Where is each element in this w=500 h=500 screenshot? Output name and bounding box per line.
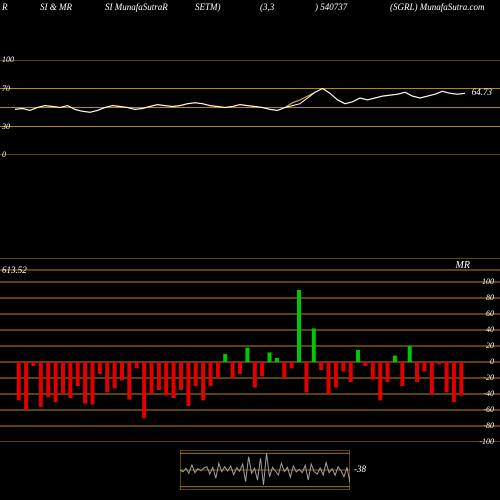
bar: [76, 362, 80, 386]
mr-label: MR: [456, 260, 470, 271]
bar: [334, 362, 338, 388]
bar-tick: 60: [486, 309, 494, 318]
bar: [216, 362, 220, 378]
top-chart-svg: [0, 60, 500, 155]
bar: [238, 362, 242, 374]
bar: [408, 346, 412, 362]
bar: [24, 362, 28, 410]
bar: [304, 362, 308, 392]
top-panel: 03070100 64.73: [0, 60, 500, 155]
small-panel: -38: [180, 450, 350, 490]
bar: [150, 362, 154, 394]
bar: [98, 362, 102, 374]
bar: [356, 350, 360, 362]
top-tick: 100: [2, 55, 14, 64]
bar: [231, 362, 235, 378]
bar: [105, 362, 109, 392]
bar-tick: -60: [483, 405, 494, 414]
bar: [201, 362, 205, 400]
bar: [17, 362, 21, 400]
bar: [113, 362, 117, 388]
bar: [445, 362, 449, 392]
bar: [172, 362, 176, 398]
bar: [297, 290, 301, 362]
bar-chart-svg: [0, 282, 500, 442]
bar: [46, 362, 50, 397]
bar: [268, 352, 272, 362]
bar: [452, 362, 456, 402]
bar: [422, 362, 426, 372]
bar: [209, 362, 213, 386]
bar: [135, 362, 139, 368]
top-tick: 0: [2, 150, 6, 159]
small-value-label: -38: [354, 464, 366, 474]
header-item: (SGRL) MunafaSutra.com: [390, 2, 485, 12]
header-item: SI MunafaSutraR: [105, 2, 168, 12]
header-item: ) 540737: [315, 2, 347, 12]
bar: [91, 362, 95, 404]
bar: [312, 328, 316, 362]
bar: [459, 362, 463, 396]
bar: [430, 362, 434, 394]
bar: [400, 362, 404, 386]
bar: [275, 358, 279, 362]
chart-root: R SI & MR SI MunafaSutraR SETM) (3,3 ) 540737…: [0, 0, 500, 500]
bar-tick: 80: [486, 293, 494, 302]
bar-tick: 20: [486, 341, 494, 350]
bar: [290, 362, 294, 368]
bar: [363, 362, 367, 366]
bar-tick: -80: [483, 421, 494, 430]
bar: [260, 362, 264, 376]
bar: [68, 362, 72, 398]
mid-panel: MR 613.52: [0, 258, 500, 282]
bar: [142, 362, 146, 418]
bar-tick: 0: [490, 357, 494, 366]
mid-chart-svg: [0, 258, 500, 282]
bar: [437, 362, 441, 364]
header-item: (3,3: [260, 2, 274, 12]
bar-tick: 100: [482, 277, 494, 286]
header-item: SI & MR: [40, 2, 72, 12]
top-value-label: 64.73: [472, 87, 492, 97]
bar-panel: -100-80-60-40-20020406080100 0 0: [0, 282, 500, 442]
bar: [393, 356, 397, 362]
bar: [245, 348, 249, 362]
top-tick: 70: [2, 84, 10, 93]
bar: [386, 362, 390, 382]
top-tick: 30: [2, 122, 10, 131]
bar: [327, 362, 331, 394]
header-item: R: [2, 2, 8, 12]
bar: [223, 354, 227, 362]
bar: [54, 362, 58, 402]
bar: [39, 362, 43, 407]
bar: [378, 362, 382, 400]
bar: [179, 362, 183, 390]
bar: [253, 362, 257, 388]
bar: [319, 362, 323, 370]
bar: [349, 362, 353, 382]
bar: [164, 362, 168, 396]
header-item: SETM): [195, 2, 221, 12]
bar: [186, 362, 190, 406]
bar: [61, 362, 65, 394]
bar: [341, 362, 345, 372]
bar: [194, 362, 198, 386]
bar: [282, 362, 286, 378]
bar-tick: 40: [486, 325, 494, 334]
bar: [371, 362, 375, 380]
header-row: R SI & MR SI MunafaSutraR SETM) (3,3 ) 540737…: [0, 2, 500, 16]
bar: [83, 362, 87, 404]
small-chart-svg: [180, 450, 350, 490]
bar-tick: -40: [483, 389, 494, 398]
bar: [127, 362, 131, 400]
bar: [157, 362, 161, 390]
bar: [120, 362, 124, 380]
bar-tick: -100: [479, 437, 494, 446]
mid-value-label: 613.52: [2, 265, 27, 275]
bar-tick: -20: [483, 373, 494, 382]
bar: [31, 362, 35, 366]
bar: [415, 362, 419, 382]
